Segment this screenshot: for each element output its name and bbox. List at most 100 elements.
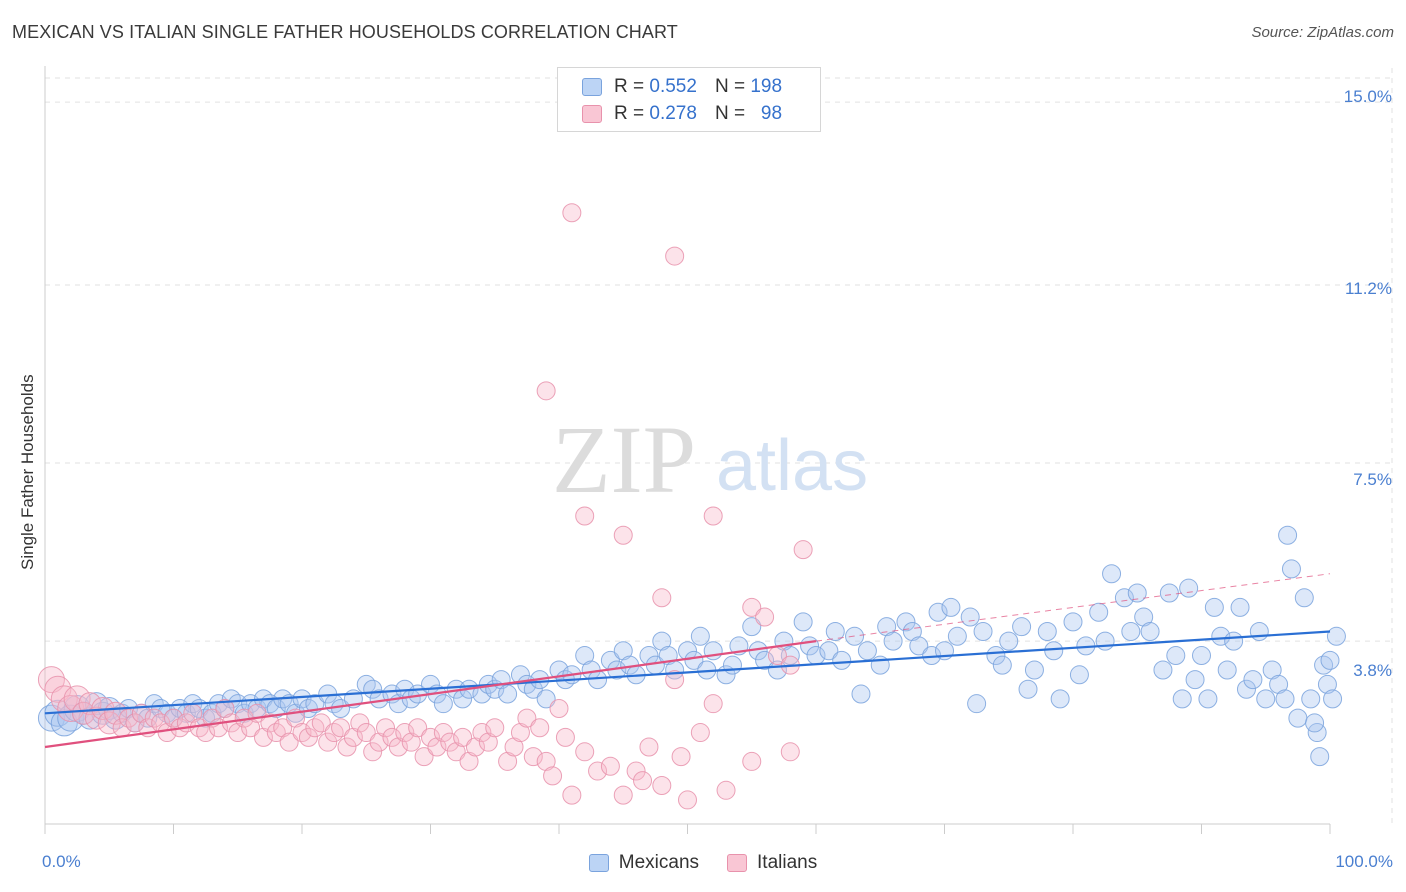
- italians-point: [600, 756, 620, 776]
- mexicans-point: [1217, 660, 1237, 680]
- italians-point: [613, 785, 633, 805]
- italians-point: [369, 732, 389, 752]
- italians-point: [613, 525, 633, 545]
- mexicans-point: [992, 655, 1012, 675]
- mexicans-point: [973, 621, 993, 641]
- mexicans-point: [498, 684, 518, 704]
- y-tick-label: 3.8%: [1353, 661, 1392, 680]
- italians-point: [652, 775, 672, 795]
- italians-point: [793, 540, 813, 560]
- r-value: 0.278: [649, 103, 697, 124]
- mexicans-point: [1134, 607, 1154, 627]
- mexicans-point: [1159, 583, 1179, 603]
- axes: [44, 66, 1331, 834]
- italians-point: [780, 742, 800, 762]
- stats-row-italians: R = 0.278 N = 98: [582, 101, 782, 127]
- mexicans-point: [1127, 583, 1147, 603]
- italians-point: [196, 723, 216, 743]
- italians-point: [388, 737, 408, 757]
- mexicans-point: [1275, 689, 1295, 709]
- mexicans-point: [1310, 747, 1330, 767]
- italians-point: [305, 718, 325, 738]
- mexicans-point: [1102, 564, 1122, 584]
- watermark-zip: ZIP: [552, 406, 696, 513]
- mexicans-point: [1114, 588, 1134, 608]
- italians-point: [228, 723, 248, 743]
- italians-point: [575, 742, 595, 762]
- mexicans-point: [1211, 626, 1231, 646]
- mexicans-point: [825, 621, 845, 641]
- italians-point: [144, 708, 164, 728]
- italians-point: [690, 723, 710, 743]
- chart-title: MEXICAN VS ITALIAN SINGLE FATHER HOUSEHO…: [12, 22, 678, 42]
- mexicans-point: [1063, 612, 1083, 632]
- italians-point: [755, 607, 775, 627]
- mexicans-point: [1012, 617, 1032, 637]
- mexicans-point: [941, 597, 961, 617]
- italians-point: [472, 723, 492, 743]
- italians-point: [716, 780, 736, 800]
- italians-point: [311, 713, 331, 733]
- italians-point: [459, 751, 479, 771]
- r-value: 0.552: [649, 76, 697, 97]
- italians-swatch: [582, 105, 602, 123]
- y-tick-label: 15.0%: [1343, 87, 1392, 106]
- mexicans-point: [1320, 650, 1340, 670]
- italians-point: [626, 761, 646, 781]
- italians-point: [549, 698, 569, 718]
- italians-point: [555, 727, 575, 747]
- mexicans-point: [433, 694, 453, 714]
- mexicans-point: [1198, 689, 1218, 709]
- italians-point: [517, 708, 537, 728]
- r-label: R =: [614, 76, 645, 97]
- mexicans-point: [652, 631, 672, 651]
- mexicans-point: [1278, 525, 1298, 545]
- italians-point: [343, 727, 363, 747]
- legend-item-mexicans[interactable]: Mexicans: [588, 852, 699, 874]
- mexicans-point: [1037, 621, 1057, 641]
- mexicans-point: [909, 636, 929, 656]
- mexicans-point: [1166, 646, 1186, 666]
- italians-point: [536, 381, 556, 401]
- r-label: R =: [614, 103, 645, 124]
- mexicans-point: [1172, 689, 1192, 709]
- mexicans-point: [960, 607, 980, 627]
- mexicans-point: [549, 660, 569, 680]
- italians-point: [588, 761, 608, 781]
- mexicans-point: [967, 694, 987, 714]
- mexicans-point: [1314, 655, 1334, 675]
- italians-point: [260, 713, 280, 733]
- mexicans-swatch: [588, 854, 609, 872]
- mexicans-point: [1121, 621, 1141, 641]
- italians-point: [215, 698, 235, 718]
- stats-row-mexicans: R = 0.552 N = 198: [582, 74, 782, 100]
- italians-point: [440, 732, 460, 752]
- n-label: N =: [714, 76, 746, 97]
- mexicans-point: [857, 641, 877, 661]
- italians-point: [510, 723, 530, 743]
- italians-point: [395, 723, 415, 743]
- mexicans-point: [292, 689, 312, 709]
- italians-point: [742, 751, 762, 771]
- mexicans-point: [138, 708, 158, 728]
- mexicans-point: [1323, 689, 1343, 709]
- italians-point: [298, 727, 318, 747]
- italians-point: [324, 723, 344, 743]
- mexicans-point: [202, 703, 222, 723]
- italians-point: [119, 708, 139, 728]
- legend-item-italians[interactable]: Italians: [727, 852, 817, 874]
- italians-point: [164, 708, 183, 728]
- mexicans-point: [1317, 674, 1337, 694]
- italians-point: [665, 670, 685, 690]
- mexicans-point: [819, 641, 839, 661]
- mexicans-point: [221, 689, 241, 709]
- mexicans-point: [1140, 621, 1160, 641]
- mexicans-point: [536, 689, 556, 709]
- mexicans-point: [896, 612, 916, 632]
- mexicans-point: [755, 650, 775, 670]
- mexicans-point: [1269, 674, 1289, 694]
- mexicans-point: [684, 650, 704, 670]
- mexicans-point: [793, 612, 813, 632]
- mexicans-point: [999, 631, 1019, 651]
